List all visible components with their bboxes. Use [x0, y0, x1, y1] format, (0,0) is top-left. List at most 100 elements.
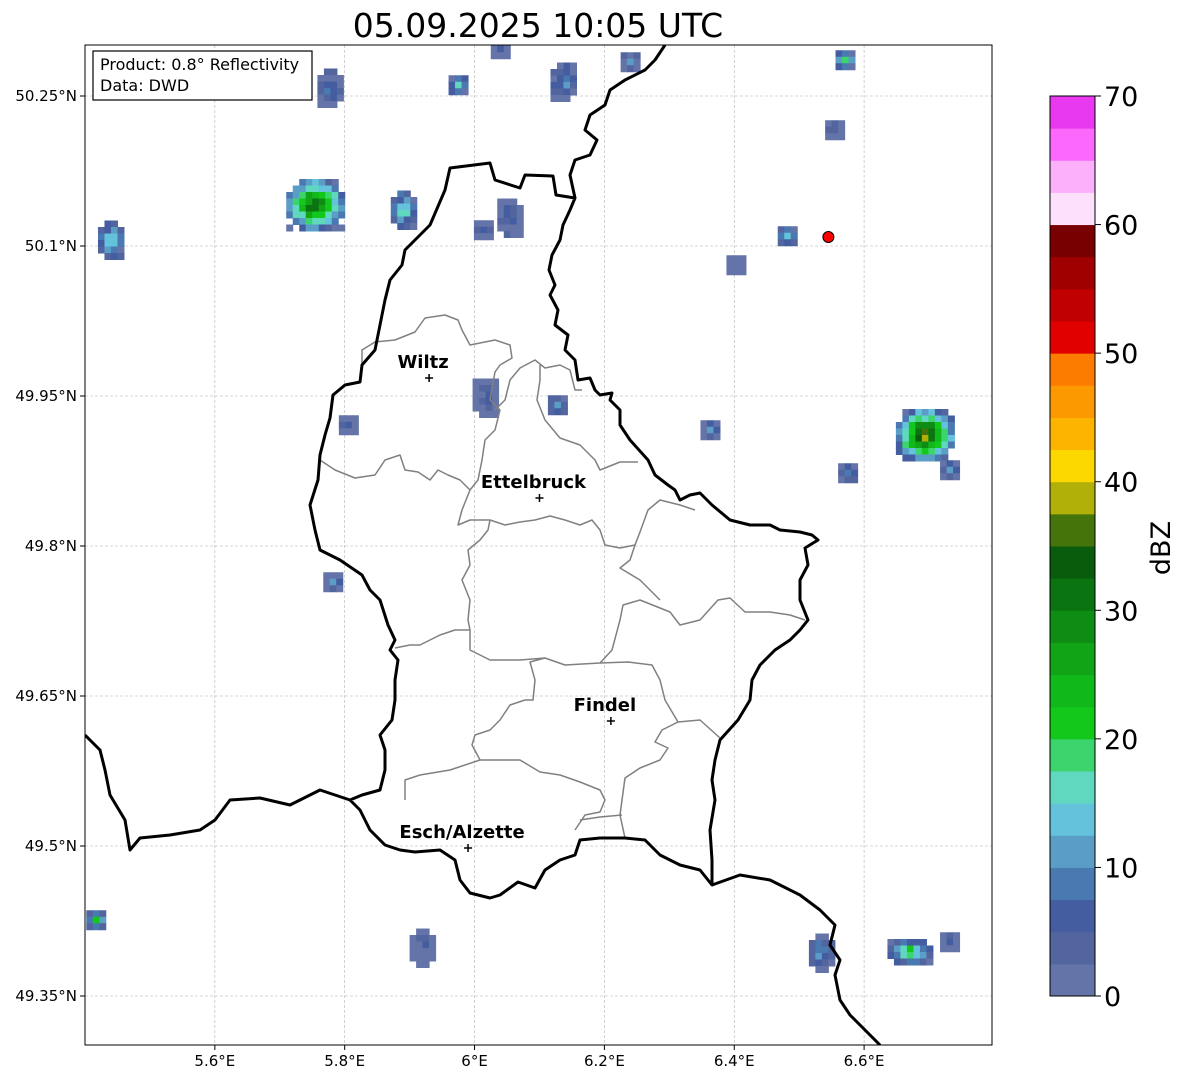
echo-cell: [908, 448, 916, 455]
echo-cell: [554, 408, 562, 416]
echo-cell: [848, 63, 856, 71]
echo-cell: [390, 216, 398, 224]
colorbar-label: dBZ: [1146, 521, 1177, 575]
echo-cell: [305, 198, 313, 206]
echo-cell: [331, 192, 339, 199]
echo-cell: [312, 224, 320, 232]
echo-cell: [815, 953, 823, 960]
lat-tick-label: 49.5°N: [25, 837, 77, 855]
echo-cell: [329, 572, 337, 580]
echo-cell: [569, 88, 577, 96]
echo-cell: [828, 953, 836, 960]
echo-cell: [338, 211, 346, 219]
city-marker: Esch/Alzette: [399, 822, 525, 852]
echo-cell: [422, 928, 430, 936]
echo-cell: [835, 56, 843, 64]
radar-echo: [550, 62, 577, 102]
echo-cell: [915, 409, 923, 416]
echo-cell: [821, 933, 829, 941]
map-axes: Wiltz Ettelbruck Findel Esch/Alzette Produc…: [15, 44, 993, 1070]
echo-cell: [732, 255, 740, 263]
colorbar-bin: [1050, 899, 1095, 933]
echo-cell: [915, 415, 923, 423]
echo-cell: [902, 441, 910, 449]
echo-cell: [732, 261, 740, 269]
echo-cell: [336, 75, 344, 82]
echo-cell: [556, 95, 564, 102]
echo-cell: [831, 126, 839, 134]
echo-cell: [312, 179, 320, 186]
echo-cell: [325, 179, 333, 186]
radar-echo: [390, 190, 418, 230]
colorbar-bin: [1050, 192, 1095, 226]
echo-cell: [550, 69, 558, 76]
echo-cell: [86, 910, 94, 918]
echo-cell: [815, 933, 823, 941]
echo-cell: [547, 401, 555, 409]
canton-border: [461, 519, 806, 666]
echo-cell: [480, 233, 488, 241]
echo-cell: [104, 240, 112, 247]
plus-icon: [425, 374, 434, 382]
echo-cell: [516, 211, 524, 219]
echo-cell: [486, 220, 494, 228]
echo-cell: [941, 448, 949, 455]
echo-cell: [461, 81, 469, 89]
echo-cell: [86, 923, 94, 931]
echo-cell: [397, 223, 405, 230]
echo-cell: [739, 255, 747, 263]
echo-cell: [842, 56, 850, 64]
echo-cell: [815, 946, 823, 954]
radar-echo: [895, 409, 955, 462]
map-frame: [84, 44, 993, 1046]
lat-tick-label: 49.95°N: [15, 387, 77, 405]
echo-cell: [317, 101, 325, 108]
echo-cell: [329, 585, 337, 593]
echo-cell: [815, 966, 823, 973]
echo-cell: [492, 391, 500, 399]
echo-cell: [448, 81, 456, 89]
echo-cell: [336, 578, 344, 586]
echo-cell: [416, 928, 424, 936]
echo-cell: [620, 52, 628, 60]
echo-cell: [560, 395, 568, 403]
data-source-label: Data: DWD: [100, 76, 189, 95]
echo-cell: [455, 81, 463, 89]
echo-cell: [403, 223, 411, 230]
echo-cell: [286, 198, 294, 206]
echo-cell: [906, 945, 914, 953]
echo-cell: [323, 101, 331, 108]
echo-cell: [633, 52, 641, 60]
echo-cell: [946, 473, 954, 481]
echo-cell: [908, 454, 916, 462]
echo-cell: [946, 466, 954, 474]
echo-cell: [706, 426, 714, 434]
echo-cell: [479, 411, 487, 418]
echo-cell: [497, 211, 505, 219]
echo-cell: [338, 198, 346, 206]
echo-cell: [317, 88, 325, 95]
echo-cell: [410, 197, 418, 204]
echo-cell: [351, 421, 359, 429]
echo-cell: [815, 959, 823, 967]
echo-cell: [510, 205, 518, 212]
lon-tick-label: 5.6°E: [194, 1052, 235, 1070]
echo-cell: [821, 940, 829, 947]
echo-cell: [292, 218, 300, 225]
echo-cell: [838, 463, 846, 471]
echo-cell: [410, 210, 418, 217]
echo-cell: [330, 81, 338, 89]
radar-echo: [887, 939, 934, 966]
echo-cell: [416, 954, 424, 962]
echo-cell: [941, 415, 949, 423]
echo-cell: [336, 572, 344, 580]
echo-cell: [503, 52, 511, 60]
echo-cell: [713, 426, 721, 434]
echo-cell: [86, 916, 94, 924]
echo-cell: [893, 939, 901, 946]
echo-cell: [318, 218, 326, 225]
echo-cell: [934, 454, 942, 462]
echo-cell: [104, 220, 112, 228]
echo-cell: [563, 69, 571, 76]
echo-cell: [547, 408, 555, 416]
